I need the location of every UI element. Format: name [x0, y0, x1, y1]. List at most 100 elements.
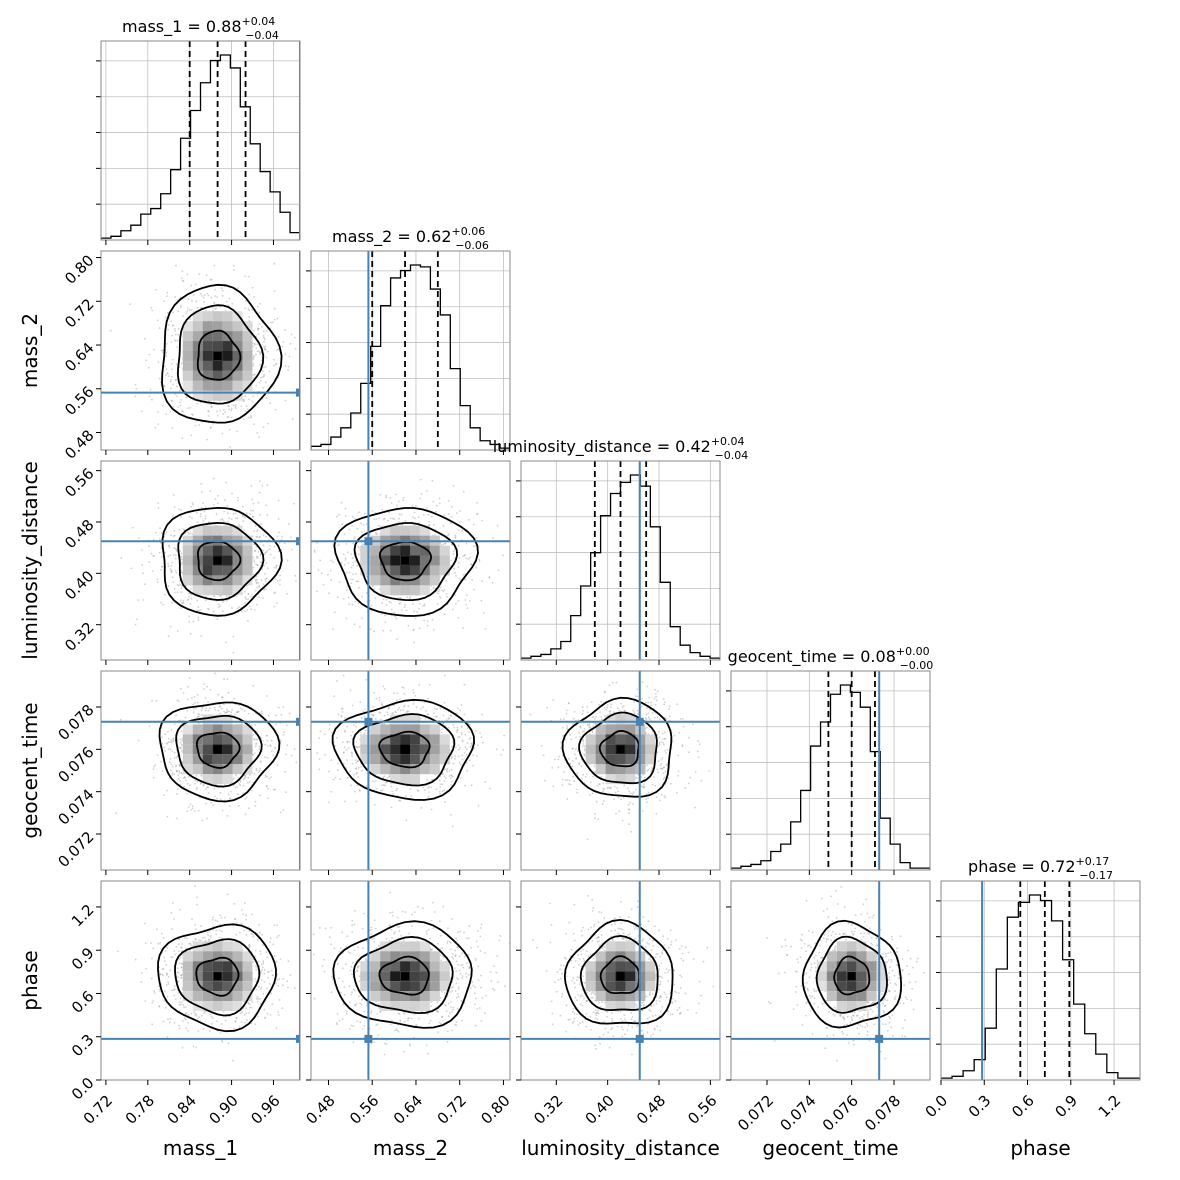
- sample-point: [452, 608, 454, 611]
- sample-point: [219, 706, 222, 708]
- sample-point: [167, 372, 169, 375]
- sample-point: [442, 524, 445, 527]
- sample-point: [194, 780, 197, 782]
- sample-point: [241, 515, 244, 517]
- y-tick-label: 0.56: [61, 383, 97, 419]
- sample-point: [406, 711, 408, 714]
- sample-point: [344, 557, 347, 560]
- sample-point: [435, 788, 438, 791]
- sample-point: [223, 409, 225, 411]
- sample-point: [347, 596, 350, 599]
- sample-point: [162, 351, 165, 354]
- density-cell: [182, 724, 193, 735]
- sample-point: [484, 781, 487, 783]
- density-cell: [370, 734, 381, 745]
- sample-point: [250, 485, 253, 488]
- density-cell: [370, 555, 381, 566]
- sample-point: [184, 779, 187, 781]
- sample-point: [169, 387, 172, 390]
- sample-point: [389, 496, 392, 499]
- sample-point: [469, 599, 471, 602]
- sample-point: [225, 711, 228, 714]
- sample-point: [180, 399, 182, 401]
- sample-point: [302, 786, 304, 788]
- density-cell: [380, 744, 391, 755]
- sample-point: [392, 711, 395, 714]
- density-cell: [232, 565, 243, 576]
- sample-point: [390, 502, 393, 504]
- sample-point: [200, 781, 203, 784]
- sample-point: [359, 731, 362, 734]
- density-cell: [192, 331, 203, 342]
- density-cell: [202, 390, 213, 401]
- sample-point: [424, 717, 427, 720]
- sample-point: [173, 751, 176, 754]
- sample-point: [198, 467, 200, 469]
- sample-point: [203, 294, 206, 297]
- sample-point: [137, 536, 140, 539]
- sample-point: [170, 399, 173, 402]
- sample-point: [180, 599, 182, 602]
- sample-point: [228, 297, 231, 300]
- density-cell: [212, 724, 223, 735]
- sample-point: [453, 726, 456, 729]
- sample-point: [433, 712, 435, 715]
- sample-point: [159, 458, 161, 460]
- sample-point: [216, 797, 218, 800]
- density-cell: [212, 331, 223, 342]
- sample-point: [265, 381, 267, 384]
- sample-point: [372, 705, 375, 708]
- sample-point: [179, 738, 182, 741]
- sample-point: [176, 788, 179, 790]
- sample-point: [164, 551, 167, 554]
- density-cell: [222, 754, 233, 765]
- sample-point: [427, 713, 429, 716]
- sample-point: [248, 807, 250, 810]
- sample-point: [502, 554, 504, 557]
- sample-point: [188, 806, 190, 808]
- sample-point: [278, 541, 281, 544]
- sample-point: [259, 553, 262, 555]
- sample-point: [390, 608, 393, 611]
- density-cell: [390, 565, 401, 576]
- sample-point: [264, 776, 267, 778]
- sample-point: [247, 776, 250, 779]
- sample-point: [226, 708, 229, 711]
- sample-point: [256, 564, 259, 567]
- sample-point: [243, 515, 246, 518]
- sample-point: [441, 790, 444, 793]
- sample-point: [350, 553, 352, 555]
- sample-point: [169, 554, 172, 557]
- sample-point: [264, 573, 266, 575]
- sample-point: [161, 770, 164, 773]
- sample-point: [449, 777, 452, 780]
- sample-point: [230, 518, 233, 521]
- sample-point: [257, 327, 259, 330]
- sample-point: [245, 300, 247, 302]
- sample-point: [259, 554, 262, 556]
- sample-point: [385, 494, 388, 497]
- sample-point: [336, 515, 338, 518]
- sample-point: [177, 310, 180, 313]
- sample-point: [148, 353, 151, 356]
- density-cell: [400, 724, 411, 735]
- density-cell: [370, 744, 381, 755]
- sample-point: [357, 760, 359, 763]
- sample-point: [342, 598, 345, 600]
- sample-point: [225, 481, 228, 484]
- sample-point: [221, 518, 224, 520]
- density-cell: [410, 764, 420, 775]
- sample-point: [482, 741, 484, 744]
- sample-point: [382, 629, 385, 632]
- sample-point: [460, 763, 463, 766]
- sample-point: [168, 761, 171, 764]
- sample-point: [460, 704, 463, 706]
- sample-point: [448, 775, 451, 777]
- sample-point: [295, 580, 297, 582]
- sample-point: [457, 566, 460, 568]
- sample-point: [428, 683, 431, 686]
- density-cell: [242, 321, 253, 332]
- sample-point: [425, 490, 428, 492]
- sample-point: [173, 591, 176, 594]
- sample-point: [258, 381, 261, 384]
